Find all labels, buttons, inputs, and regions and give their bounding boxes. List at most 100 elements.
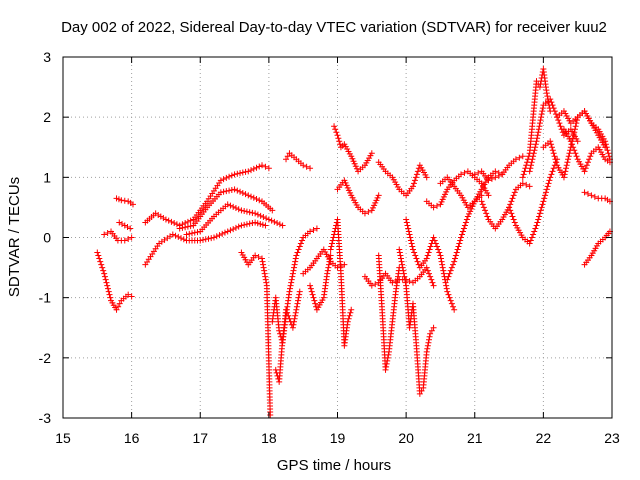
data-point: [519, 153, 526, 160]
data-point: [101, 273, 108, 280]
data-point: [572, 150, 579, 157]
data-point: [348, 306, 355, 313]
data-point: [254, 220, 261, 227]
data-point: [245, 192, 252, 199]
data-point: [230, 203, 237, 210]
data-point: [478, 198, 485, 205]
data-point: [479, 201, 486, 208]
data-point: [482, 207, 489, 214]
data-point: [508, 210, 515, 217]
x-tick-label: 15: [55, 430, 71, 446]
data-point: [604, 147, 611, 154]
data-point: [289, 273, 296, 280]
series-arc-19: [375, 252, 403, 373]
data-point: [189, 230, 196, 237]
data-point: [445, 291, 452, 298]
data-point: [567, 138, 574, 145]
data-point: [530, 153, 537, 160]
data-point: [175, 233, 182, 240]
series-arc-14: [307, 252, 334, 313]
data-point: [293, 306, 300, 313]
series-arc-3: [113, 195, 136, 208]
data-point: [540, 198, 547, 205]
data-point: [328, 243, 335, 250]
data-point: [396, 249, 403, 256]
data-point: [528, 159, 535, 166]
series-arc-6: [142, 162, 272, 229]
data-point: [466, 210, 473, 217]
series-arc-7: [176, 186, 276, 232]
data-point: [325, 264, 332, 271]
data-point: [423, 264, 430, 271]
data-point: [488, 175, 495, 182]
data-point: [243, 208, 250, 215]
data-point: [492, 174, 499, 181]
series-arc-17: [334, 177, 382, 217]
data-point: [329, 240, 336, 247]
data-point: [426, 336, 432, 343]
data-point: [287, 285, 294, 292]
y-axis-label: SDTVAR / TECUs: [6, 177, 23, 297]
series-arc-18: [361, 264, 437, 289]
data-point: [294, 249, 301, 256]
data-point: [406, 278, 413, 285]
data-point: [335, 135, 342, 142]
data-point: [400, 270, 407, 277]
data-point: [506, 204, 513, 211]
data-point: [536, 213, 543, 220]
data-point: [570, 132, 577, 139]
data-point: [521, 168, 528, 175]
data-point: [116, 219, 123, 226]
data-point: [427, 243, 434, 250]
data-point: [327, 255, 334, 262]
data-point: [527, 165, 534, 172]
data-point: [406, 231, 413, 238]
data-point: [350, 158, 357, 165]
data-point: [331, 123, 338, 130]
data-point: [528, 162, 535, 169]
data-point: [463, 216, 470, 223]
data-point: [431, 237, 438, 244]
data-point: [186, 230, 193, 237]
data-point: [507, 207, 514, 214]
data-point: [529, 156, 536, 163]
data-point: [194, 229, 201, 236]
data-point: [292, 312, 299, 319]
series-arc-34: [581, 189, 613, 205]
data-point: [183, 231, 190, 238]
data-point: [581, 189, 588, 196]
data-point: [485, 192, 492, 199]
data-point: [254, 211, 261, 218]
data-point: [217, 177, 224, 184]
data-point: [208, 235, 215, 242]
data-point: [95, 252, 102, 259]
data-point: [428, 276, 435, 283]
data-point: [97, 258, 104, 265]
data-point: [571, 147, 578, 154]
data-point: [511, 219, 518, 226]
data-point: [414, 168, 421, 175]
data-point: [409, 183, 416, 190]
data-point: [361, 210, 368, 217]
data-point: [397, 252, 404, 259]
data-point: [246, 220, 253, 227]
data-point: [399, 261, 406, 268]
data-point: [197, 237, 204, 244]
data-point: [423, 348, 430, 355]
data-point: [169, 231, 176, 238]
data-point: [242, 168, 249, 175]
data-point: [224, 228, 231, 235]
data-point: [249, 220, 256, 227]
data-point: [326, 258, 333, 265]
data-point: [424, 267, 431, 274]
data-point: [484, 213, 491, 220]
data-point: [538, 114, 545, 121]
data-point: [464, 213, 471, 220]
data-point: [478, 192, 485, 199]
data-point: [173, 221, 180, 228]
data-point: [242, 191, 249, 198]
data-point: [293, 303, 300, 310]
data-point: [343, 182, 350, 189]
data-point: [400, 267, 407, 274]
data-point: [548, 99, 555, 106]
